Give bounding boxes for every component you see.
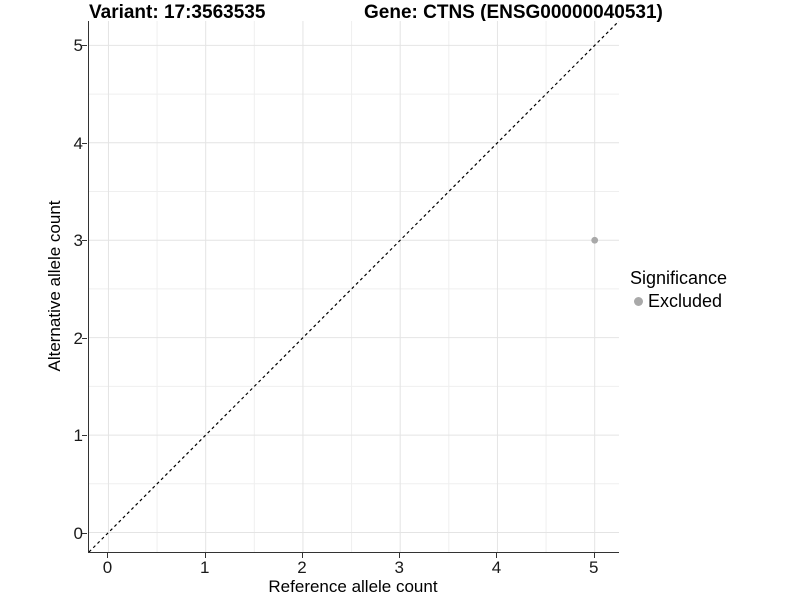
- legend: Significance Excluded: [630, 268, 727, 312]
- legend-item-excluded: Excluded: [630, 291, 727, 312]
- plot-title-gene: Gene: CTNS (ENSG00000040531): [364, 2, 663, 23]
- x-axis-title: Reference allele count: [268, 577, 438, 596]
- y-tick-mark: [82, 532, 87, 534]
- x-tick-label: 4: [491, 558, 502, 577]
- data-point: [591, 236, 599, 244]
- plot-title-variant: Variant: 17:3563535: [89, 2, 266, 23]
- x-tick-mark: [301, 553, 303, 558]
- plot-panel: [88, 21, 619, 553]
- x-tick-label: 2: [297, 558, 307, 577]
- y-tick-label: 4: [73, 133, 83, 153]
- x-tick-mark: [399, 553, 401, 558]
- x-tick-mark: [593, 553, 595, 558]
- plot-area-canvas: [89, 21, 619, 552]
- x-tick-mark: [496, 553, 498, 558]
- y-tick-mark: [82, 142, 87, 144]
- legend-title: Significance: [630, 268, 728, 288]
- x-tick-label: 5: [588, 558, 599, 577]
- y-tick-label: 5: [73, 36, 83, 56]
- x-tick-label: 1: [199, 558, 210, 577]
- legend-item-label: Excluded: [648, 291, 723, 311]
- x-tick-label: 3: [394, 558, 404, 577]
- x-tick-mark: [107, 553, 109, 558]
- legend-point-swatch-icon: [634, 297, 643, 306]
- y-tick-mark: [82, 45, 87, 47]
- y-tick-label: 2: [73, 328, 83, 348]
- x-tick-mark: [204, 553, 206, 558]
- y-tick-label: 3: [73, 231, 83, 251]
- y-tick-label: 0: [73, 523, 83, 543]
- y-tick-mark: [82, 435, 87, 437]
- x-tick-label: 0: [102, 558, 113, 577]
- identity-line: [89, 21, 619, 552]
- y-tick-mark: [82, 337, 87, 339]
- y-tick-label: 1: [73, 426, 83, 446]
- y-tick-mark: [82, 240, 87, 242]
- y-axis-title: Alternative allele count: [45, 200, 64, 372]
